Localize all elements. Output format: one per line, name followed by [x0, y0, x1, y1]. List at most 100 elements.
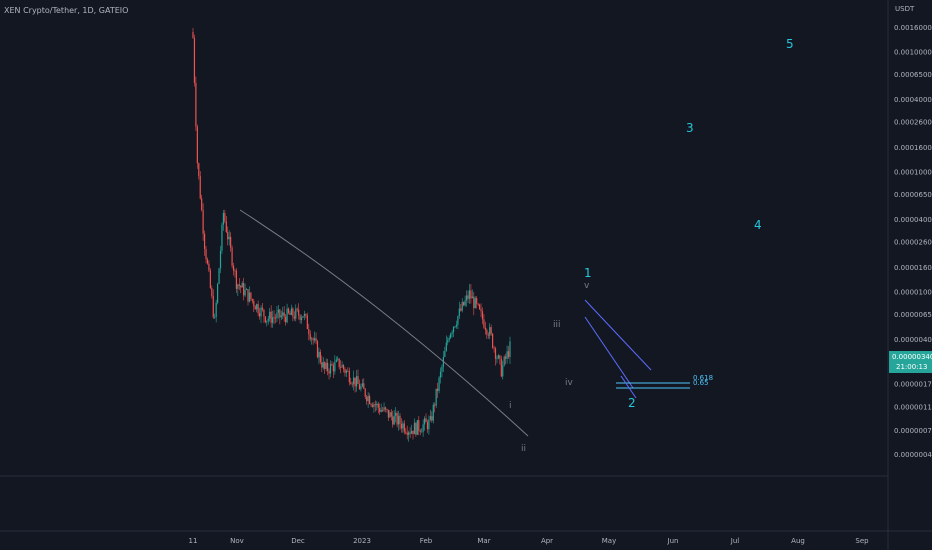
candle-body: [331, 364, 333, 366]
time-axis[interactable]: 11 Nov Dec 2023 Feb Mar Apr May Jun Jul Aug Sep: [189, 537, 870, 545]
candle-body: [341, 365, 343, 368]
time-tick-label: Feb: [420, 537, 433, 545]
candle-body: [303, 314, 306, 317]
candle-body: [195, 82, 197, 127]
candle-body: [370, 403, 372, 405]
candle-body: [222, 213, 224, 225]
candle-body: [319, 351, 321, 363]
candle-body: [364, 388, 366, 397]
time-tick-label: 11: [189, 537, 198, 545]
candle-body: [279, 309, 281, 318]
candle-body: [464, 300, 466, 306]
wave-label-iv: iv: [565, 378, 574, 388]
candle-body: [460, 308, 462, 311]
candle-body: [383, 407, 385, 411]
candle-body: [208, 263, 210, 271]
candle-body: [286, 308, 288, 323]
candle-body: [250, 292, 252, 300]
candle-body: [345, 370, 348, 373]
candle-body: [253, 300, 255, 307]
candle-body: [454, 326, 456, 328]
time-tick-label: Jul: [730, 537, 740, 545]
candle-body: [350, 382, 352, 384]
wave2-pointer-line: [620, 375, 637, 399]
candle-body: [425, 418, 427, 422]
candle-body: [241, 282, 243, 288]
candle-body: [335, 359, 337, 362]
candle-body: [416, 420, 418, 435]
wave-label-iii: iii: [553, 320, 561, 330]
candle-body: [509, 341, 511, 358]
candle-body: [355, 376, 358, 387]
candle-body: [476, 298, 478, 304]
candle-body: [311, 338, 313, 340]
candle-body: [392, 416, 394, 425]
candle-body: [418, 420, 420, 431]
candle-body: [434, 404, 436, 406]
candle-body: [248, 292, 251, 302]
candle-body: [363, 383, 365, 389]
time-tick-label: Jun: [667, 537, 679, 545]
symbol-title: XEN Crypto/Tether, 1D, GATEIO: [4, 6, 128, 15]
candle-body: [202, 210, 204, 234]
channel-lower-line: [584, 316, 634, 389]
candle-body: [405, 431, 407, 433]
candle-body: [337, 358, 339, 360]
candle-body: [431, 416, 433, 421]
candle-body: [455, 324, 458, 327]
candle-body: [492, 333, 494, 348]
candle-body: [272, 317, 274, 323]
candle-body: [192, 31, 194, 38]
candle-body: [437, 388, 439, 391]
candle-body: [332, 365, 334, 372]
candle-body: [377, 403, 379, 408]
candle-body: [251, 299, 253, 301]
candle-body: [327, 362, 329, 372]
candle-body: [409, 432, 411, 434]
candle-body: [231, 247, 233, 266]
wave-label-4: 4: [754, 218, 762, 232]
candle-body: [408, 432, 410, 435]
candle-body: [290, 308, 293, 315]
candle-body: [373, 404, 375, 407]
candle-body: [429, 416, 431, 420]
candle-body: [410, 430, 413, 434]
candle-body: [465, 295, 468, 301]
candle-body: [486, 329, 488, 335]
candle-body: [500, 358, 502, 377]
candles-layer: [192, 27, 511, 442]
candle-body: [397, 415, 400, 425]
candle-body: [406, 432, 408, 435]
candle-body: [390, 412, 392, 417]
wave-label-i: i: [509, 401, 512, 411]
candle-body: [447, 340, 449, 343]
candle-body: [212, 296, 214, 318]
candle-body: [329, 364, 332, 374]
candle-body: [340, 367, 342, 369]
candle-body: [199, 175, 201, 199]
candle-body: [244, 289, 246, 296]
candle-body: [415, 423, 417, 435]
wave-label-2: 2: [628, 396, 636, 410]
candle-body: [308, 329, 310, 335]
candle-body: [361, 383, 363, 387]
candle-body: [426, 421, 429, 430]
candle-body: [480, 309, 482, 312]
candle-body: [201, 198, 203, 211]
wave-label-5: 5: [786, 37, 794, 51]
candle-body: [274, 317, 277, 319]
candle-body: [502, 365, 504, 377]
candle-body: [211, 287, 213, 297]
